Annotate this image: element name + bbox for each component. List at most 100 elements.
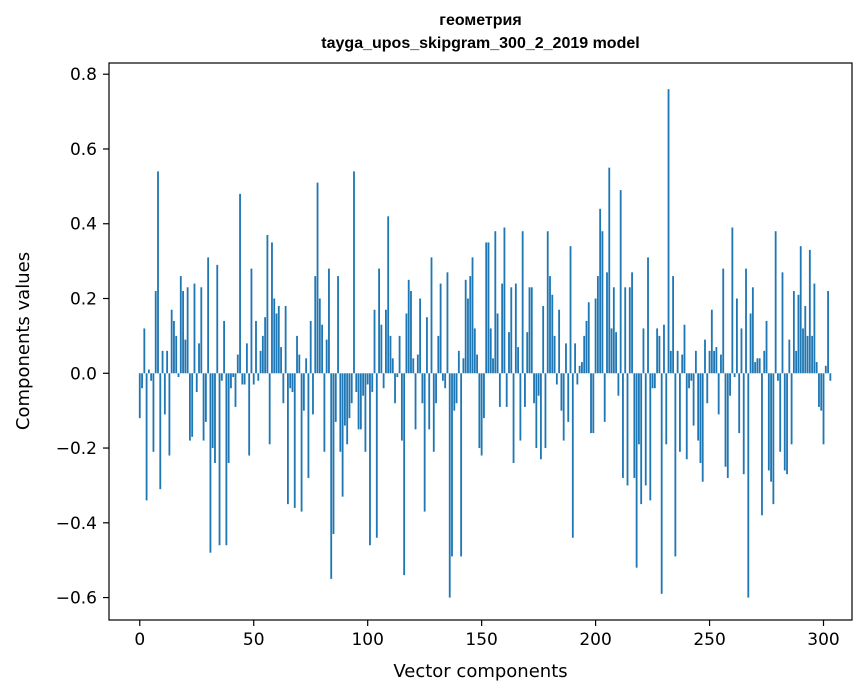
bar: [553, 335, 556, 374]
bar: [179, 276, 182, 374]
bar: [786, 373, 788, 475]
bar: [667, 89, 670, 374]
x-tick-label: 200: [579, 630, 611, 650]
bar: [799, 246, 802, 374]
bar: [300, 373, 303, 512]
bar: [733, 373, 736, 378]
bar: [462, 358, 465, 374]
bar: [314, 276, 317, 374]
bar: [457, 350, 460, 374]
bar: [797, 294, 800, 374]
bar: [521, 231, 524, 374]
x-axis: 0 50 100 150 200 250 300: [134, 620, 840, 650]
bar: [426, 317, 428, 374]
bar: [587, 302, 590, 374]
bar: [571, 373, 574, 538]
bar: [419, 298, 422, 374]
bar: [166, 350, 169, 374]
bar: [508, 332, 510, 374]
bar: [189, 373, 191, 441]
bar: [350, 373, 353, 404]
bar: [792, 291, 795, 374]
bar: [608, 167, 611, 374]
bar: [804, 305, 807, 374]
bar: [430, 257, 433, 374]
bar: [690, 373, 693, 381]
y-axis: −0.6 −0.4 −0.2 0.0 0.2 0.4 0.6 0.8: [56, 65, 109, 609]
bar: [731, 227, 734, 374]
bar: [610, 328, 613, 374]
bar: [170, 309, 173, 374]
bar: [754, 362, 757, 374]
bar: [546, 231, 549, 374]
bar: [788, 339, 791, 374]
bar: [660, 373, 663, 594]
bar: [277, 305, 280, 374]
bar: [612, 287, 615, 374]
bar: [385, 309, 387, 374]
bar: [676, 350, 679, 374]
bar: [683, 324, 686, 374]
bar: [567, 373, 570, 422]
bar: [202, 373, 205, 441]
bar: [209, 373, 212, 553]
bar: [774, 231, 777, 374]
bar: [343, 373, 346, 426]
bar: [740, 328, 743, 374]
bar: [503, 227, 506, 374]
bar: [316, 182, 319, 374]
bar: [218, 373, 221, 546]
bar: [177, 373, 180, 378]
bar: [161, 350, 164, 374]
bar: [483, 373, 485, 419]
bar: [444, 373, 447, 389]
bar: [451, 373, 453, 557]
bar: [207, 257, 210, 374]
bar: [359, 373, 362, 430]
bar: [441, 373, 444, 381]
plot-frame: [108, 62, 853, 621]
bar: [298, 354, 301, 374]
bar: [651, 373, 654, 389]
bar: [749, 313, 752, 374]
bar: [601, 231, 604, 374]
bar: [204, 373, 207, 422]
bar: [822, 373, 825, 445]
bar: [394, 373, 396, 404]
bar: [414, 373, 417, 430]
bar: [706, 373, 709, 404]
x-tick-label: 50: [243, 630, 265, 650]
bar: [628, 287, 631, 374]
bar: [289, 373, 292, 389]
bar: [542, 305, 545, 374]
bar: [496, 313, 499, 374]
bar: [560, 373, 563, 411]
bar: [781, 272, 784, 374]
bar: [138, 373, 141, 419]
bar: [535, 373, 538, 449]
bar: [802, 328, 804, 374]
bar: [173, 320, 175, 374]
bar: [526, 332, 529, 374]
bar: [692, 373, 695, 426]
bar: [252, 373, 255, 385]
bar: [742, 373, 745, 475]
bar: [211, 373, 214, 449]
bar: [745, 268, 747, 374]
bar: [328, 268, 330, 374]
bar: [694, 350, 697, 374]
bar: [494, 231, 497, 374]
bar: [400, 373, 403, 441]
bar: [261, 335, 264, 374]
x-tick-label: 150: [465, 630, 497, 650]
bar: [357, 373, 360, 430]
bar: [375, 373, 378, 538]
bar: [720, 354, 722, 374]
bar: [321, 324, 324, 374]
bar: [227, 373, 230, 463]
bar: [455, 373, 458, 404]
bar: [697, 373, 700, 441]
bar: [767, 373, 770, 471]
bar: [305, 358, 308, 374]
bar: [562, 373, 565, 441]
